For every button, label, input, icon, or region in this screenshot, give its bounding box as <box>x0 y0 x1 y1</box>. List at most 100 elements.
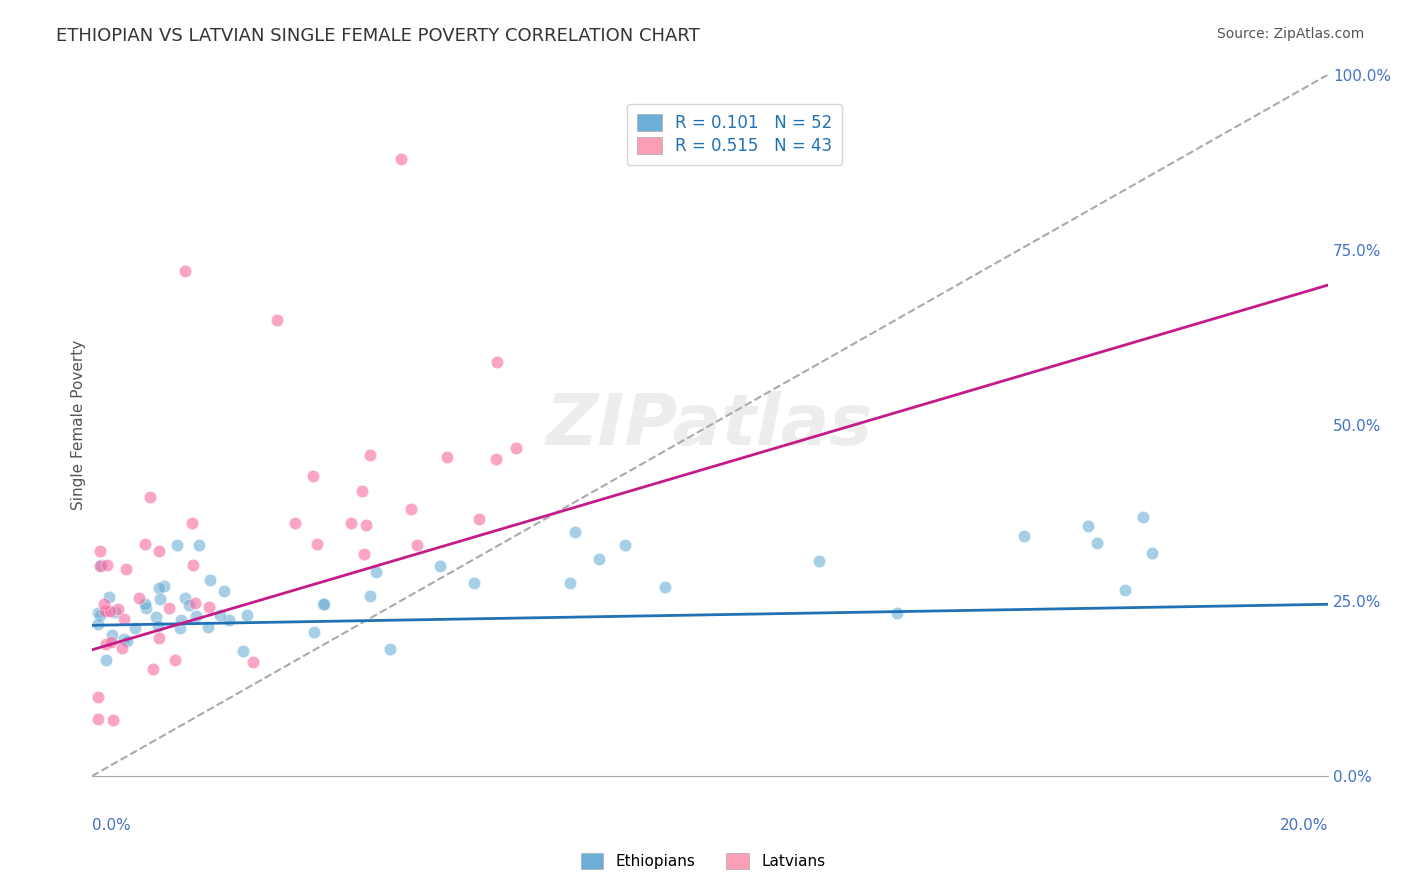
Point <box>1132 509 1154 524</box>
Point <box>1077 519 1099 533</box>
Point <box>197 600 219 615</box>
Point <box>173 264 195 278</box>
Point <box>505 441 527 455</box>
Point <box>100 635 122 649</box>
Point <box>139 490 162 504</box>
Point <box>266 313 288 327</box>
Point <box>153 579 176 593</box>
Point <box>181 558 204 572</box>
Point <box>134 536 156 550</box>
Point <box>312 597 335 611</box>
Point <box>558 575 581 590</box>
Point <box>87 617 110 632</box>
Point <box>89 544 111 558</box>
Point <box>1012 528 1035 542</box>
Point <box>188 539 211 553</box>
Point <box>93 604 115 618</box>
Point <box>170 613 193 627</box>
Point <box>485 451 508 466</box>
Point <box>588 551 610 566</box>
Point <box>353 547 375 561</box>
Point <box>184 596 207 610</box>
Text: 20.0%: 20.0% <box>1279 818 1329 833</box>
Point <box>166 538 188 552</box>
Point <box>485 355 508 369</box>
Point <box>112 612 135 626</box>
Point <box>354 518 377 533</box>
Point <box>184 609 207 624</box>
Point <box>142 662 165 676</box>
Point <box>312 598 335 612</box>
Point <box>1140 546 1163 560</box>
Point <box>124 621 146 635</box>
Point <box>148 543 170 558</box>
Point <box>90 558 112 573</box>
Point <box>112 632 135 646</box>
Point <box>174 591 197 605</box>
Point <box>436 450 458 464</box>
Point <box>1085 535 1108 549</box>
Point <box>232 644 254 658</box>
Point <box>564 524 586 539</box>
Point <box>149 591 172 606</box>
Point <box>135 601 157 615</box>
Point <box>101 713 124 727</box>
Text: ZIPatlas: ZIPatlas <box>547 391 873 460</box>
Point <box>378 641 401 656</box>
Point <box>163 653 186 667</box>
Point <box>89 558 111 573</box>
Point <box>93 597 115 611</box>
Point <box>886 606 908 620</box>
Point <box>214 583 236 598</box>
Point <box>463 576 485 591</box>
Point <box>181 516 204 531</box>
Point <box>1114 582 1136 597</box>
Point <box>200 573 222 587</box>
Point <box>389 152 412 166</box>
Point <box>87 690 110 704</box>
Point <box>236 608 259 623</box>
Point <box>405 538 427 552</box>
Point <box>179 598 201 612</box>
Point <box>114 562 136 576</box>
Point <box>359 589 381 603</box>
Point <box>169 622 191 636</box>
Point <box>96 558 118 572</box>
Point <box>89 608 111 623</box>
Point <box>305 537 328 551</box>
Point <box>148 631 170 645</box>
Point <box>284 516 307 530</box>
Point <box>128 591 150 605</box>
Point <box>197 620 219 634</box>
Point <box>429 559 451 574</box>
Point <box>94 653 117 667</box>
Point <box>301 468 323 483</box>
Text: 0.0%: 0.0% <box>91 818 131 833</box>
Point <box>148 582 170 596</box>
Point <box>157 600 180 615</box>
Point <box>340 516 363 530</box>
Point <box>111 641 134 656</box>
Point <box>96 637 118 651</box>
Point <box>614 538 637 552</box>
Point <box>145 610 167 624</box>
Point <box>242 655 264 669</box>
Point <box>359 449 381 463</box>
Point <box>87 606 110 620</box>
Point <box>302 625 325 640</box>
Point <box>399 501 422 516</box>
Y-axis label: Single Female Poverty: Single Female Poverty <box>72 340 86 510</box>
Point <box>364 565 387 579</box>
Point <box>218 613 240 627</box>
Point <box>98 604 121 618</box>
Legend: Ethiopians, Latvians: Ethiopians, Latvians <box>575 847 831 875</box>
Point <box>117 634 139 648</box>
Point <box>107 601 129 615</box>
Point <box>468 512 491 526</box>
Text: ETHIOPIAN VS LATVIAN SINGLE FEMALE POVERTY CORRELATION CHART: ETHIOPIAN VS LATVIAN SINGLE FEMALE POVER… <box>56 27 700 45</box>
Text: Source: ZipAtlas.com: Source: ZipAtlas.com <box>1216 27 1364 41</box>
Legend: R = 0.101   N = 52, R = 0.515   N = 43: R = 0.101 N = 52, R = 0.515 N = 43 <box>627 103 842 165</box>
Point <box>148 619 170 633</box>
Point <box>350 483 373 498</box>
Point <box>87 712 110 726</box>
